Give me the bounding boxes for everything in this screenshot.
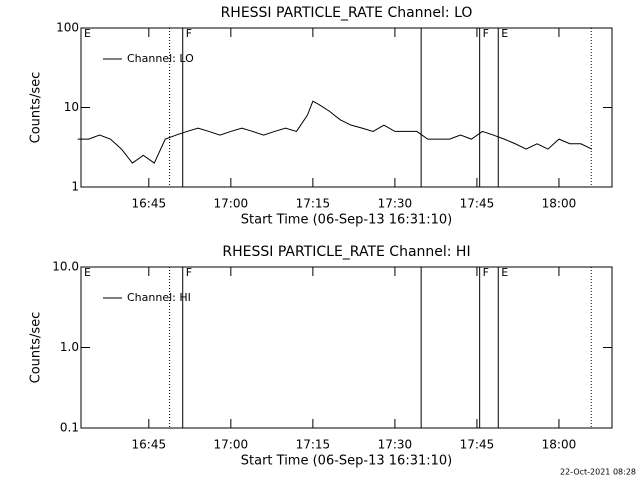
chart-title: RHESSI PARTICLE_RATE Channel: HI [222,244,470,260]
footer: 22-Oct-2021 08:28 [560,468,636,477]
legend-label: Channel: HI [127,291,191,304]
x-tick-label: 17:15 [296,197,331,211]
annotation: E [84,27,91,40]
annotation: F [186,27,192,40]
x-tick-label: 17:45 [460,438,495,452]
y-tick-label: 10.0 [52,260,79,274]
annotation: E [501,27,508,40]
annotation: F [483,266,489,279]
annotation: E [501,266,508,279]
data-line [77,100,592,164]
y-tick-label: 0.1 [60,421,79,435]
y-tick-label: 100 [56,21,79,35]
annotation: F [186,266,192,279]
annotation: E [84,266,91,279]
x-tick-label: 17:00 [214,197,249,211]
y-axis-label: Counts/sec [29,72,44,144]
y-tick-label: 10 [64,100,79,114]
x-tick-label: 17:15 [296,438,331,452]
x-tick-label: 17:30 [378,438,413,452]
x-tick-label: 17:00 [214,438,249,452]
y-axis-label: Counts/sec [29,312,44,384]
x-tick-label: 18:00 [542,438,577,452]
chart-title: RHESSI PARTICLE_RATE Channel: LO [221,5,473,21]
x-axis-label: Start Time (06-Sep-13 16:31:10) [241,454,452,469]
y-tick-label: 1.0 [60,340,79,354]
x-tick-label: 16:45 [132,197,167,211]
x-tick-label: 16:45 [132,438,167,452]
legend-label: Channel: LO [127,52,194,65]
x-tick-label: 17:30 [378,197,413,211]
annotation: F [483,27,489,40]
x-tick-label: 18:00 [542,197,577,211]
y-tick-label: 1 [71,180,79,194]
x-tick-label: 17:45 [460,197,495,211]
x-axis-label: Start Time (06-Sep-13 16:31:10) [241,213,452,228]
